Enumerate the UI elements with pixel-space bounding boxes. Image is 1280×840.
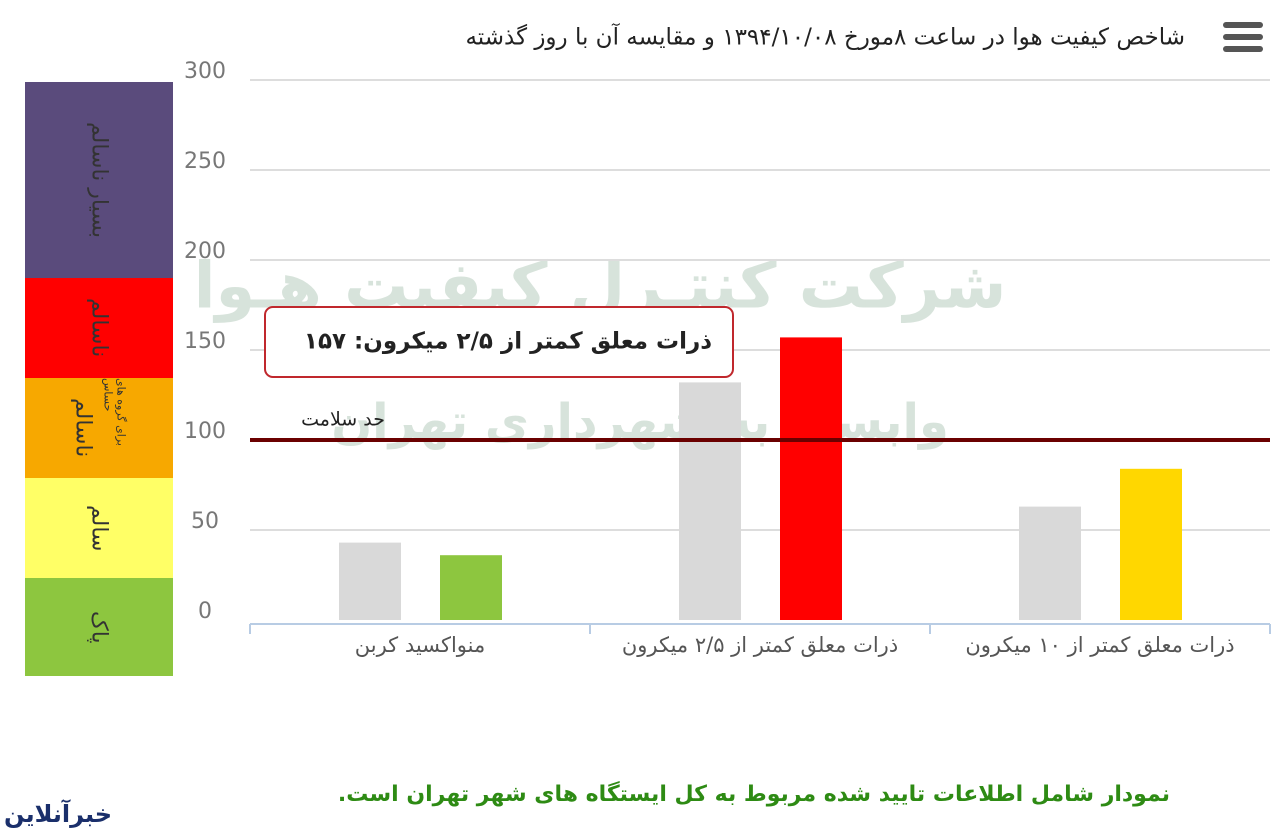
y-tick-label: 250 bbox=[184, 149, 226, 174]
tooltip-text: ذرات معلق کمتر از ۲/۵ میکرون: ۱۵۷ bbox=[304, 329, 712, 355]
footer-note: نمودار شامل اطلاعات تایید شده مربوط به ک… bbox=[337, 782, 1170, 807]
scale-band: پاک bbox=[25, 578, 173, 676]
bar bbox=[780, 337, 842, 620]
y-tick-label: 200 bbox=[184, 239, 226, 264]
chart-title: شاخص کیفیت هوا در ساعت ۸مورخ ۱۳۹۴/۱۰/۰۸ … bbox=[465, 23, 1185, 51]
logo: خبرآنلاین bbox=[4, 800, 113, 828]
scale-label: ناسالم bbox=[70, 398, 96, 458]
scale-sublabel: برای گروه های حساس bbox=[101, 378, 128, 446]
scale-label: پاک bbox=[86, 610, 112, 644]
bar bbox=[1120, 468, 1182, 620]
scale-label: ناسالم bbox=[86, 298, 112, 358]
y-tick-label: 0 bbox=[198, 599, 212, 624]
bar bbox=[339, 542, 401, 620]
x-tick-label: ذرات معلق کمتر از ۱۰ میکرون bbox=[965, 633, 1235, 657]
scale-label: بسیار ناسالم bbox=[86, 121, 112, 238]
scale-band: سالم bbox=[25, 478, 173, 578]
scale-band: بسیار ناسالم bbox=[25, 82, 173, 278]
y-tick-label: 150 bbox=[184, 329, 226, 354]
menu-icon[interactable] bbox=[1223, 22, 1263, 52]
y-tick-label: 100 bbox=[184, 419, 226, 444]
x-tick-label: ذرات معلق کمتر از ۲/۵ میکرون bbox=[621, 633, 899, 657]
bar bbox=[440, 555, 502, 620]
bar bbox=[1019, 506, 1081, 620]
aqi-scale: بسیار ناسالم ناسالم ناسالم برای گروه های حس… bbox=[25, 82, 173, 676]
y-tick-label: 50 bbox=[191, 509, 219, 534]
y-tick-label: 300 bbox=[184, 59, 226, 84]
reference-label: حد سلامت bbox=[301, 409, 385, 431]
x-tick-label: منواکسید کربن bbox=[354, 633, 486, 657]
tooltip-box bbox=[264, 306, 734, 378]
bar bbox=[679, 382, 741, 620]
scale-label: سالم bbox=[86, 504, 112, 552]
scale-band: ناسالم bbox=[25, 278, 173, 378]
scale-band: ناسالم برای گروه های حساس bbox=[25, 378, 173, 478]
